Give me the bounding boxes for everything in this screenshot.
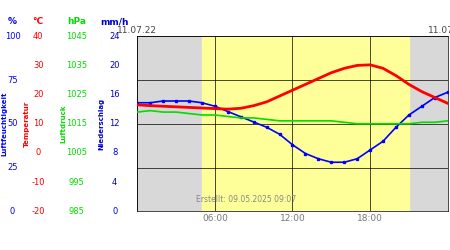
Text: 12: 12 <box>109 119 120 128</box>
Text: 1045: 1045 <box>66 32 87 41</box>
Text: 4: 4 <box>112 178 117 186</box>
Text: Luftfeuchtigkeit: Luftfeuchtigkeit <box>1 92 7 156</box>
Text: 0: 0 <box>112 207 117 216</box>
Text: 1005: 1005 <box>66 148 87 158</box>
Text: Luftdruck: Luftdruck <box>61 104 67 143</box>
Text: 1035: 1035 <box>66 61 87 70</box>
Text: 20: 20 <box>33 90 44 99</box>
Text: 100: 100 <box>4 32 21 41</box>
Text: 985: 985 <box>68 207 85 216</box>
Text: 10: 10 <box>33 119 44 128</box>
Text: Niederschlag: Niederschlag <box>98 98 104 150</box>
Text: 50: 50 <box>7 119 18 128</box>
Text: mm/h: mm/h <box>100 17 129 26</box>
Text: 40: 40 <box>33 32 44 41</box>
Text: 1015: 1015 <box>66 119 87 128</box>
Text: -10: -10 <box>32 178 45 186</box>
Text: -20: -20 <box>32 207 45 216</box>
Text: 20: 20 <box>109 61 120 70</box>
Text: 16: 16 <box>109 90 120 99</box>
Text: 1025: 1025 <box>66 90 87 99</box>
Text: Erstellt: 09.05.2025 09:07: Erstellt: 09.05.2025 09:07 <box>196 195 296 204</box>
Text: 0: 0 <box>10 207 15 216</box>
Text: 30: 30 <box>33 61 44 70</box>
Text: 75: 75 <box>7 76 18 84</box>
Bar <box>202 36 409 211</box>
Text: 24: 24 <box>109 32 120 41</box>
Text: 0: 0 <box>36 148 41 158</box>
Text: Temperatur: Temperatur <box>23 100 29 147</box>
Text: 8: 8 <box>112 148 117 158</box>
Text: %: % <box>8 17 17 26</box>
Text: 995: 995 <box>68 178 85 186</box>
Text: hPa: hPa <box>67 17 86 26</box>
Text: 25: 25 <box>7 163 18 172</box>
Text: °C: °C <box>33 17 44 26</box>
